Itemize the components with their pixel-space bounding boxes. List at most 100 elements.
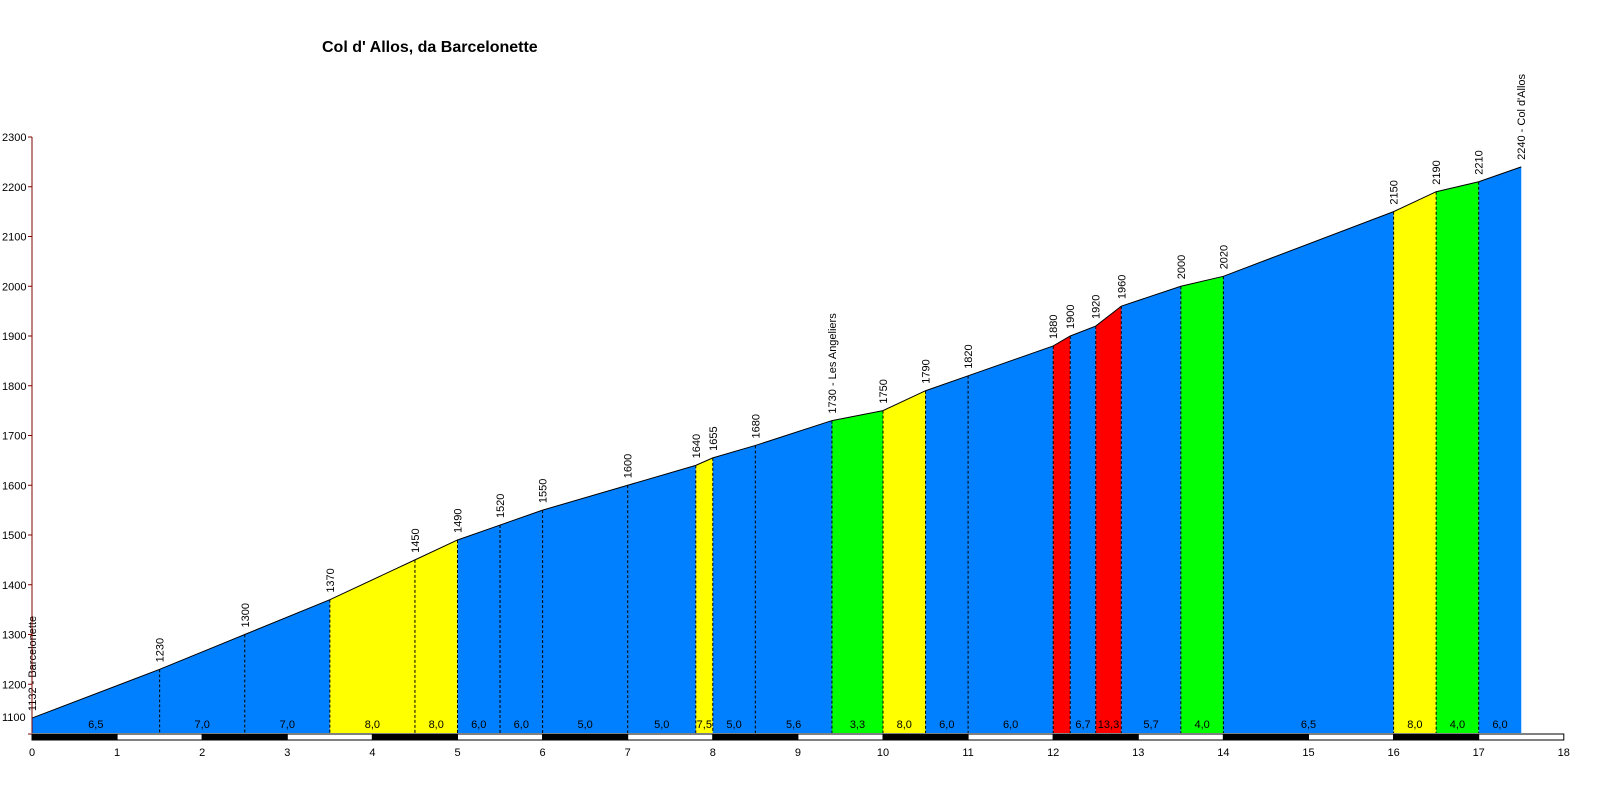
km-scale-bar	[201, 733, 288, 741]
profile-segment	[32, 669, 160, 733]
gradient-label: 5,6	[786, 719, 801, 731]
x-tick-label: 2	[199, 747, 205, 759]
x-tick-label: 16	[1387, 747, 1399, 759]
x-tick-label: 14	[1217, 747, 1229, 759]
km-scale-bar	[1308, 733, 1395, 741]
profile-segment	[244, 599, 330, 733]
chart-title: Col d' Allos, da Barcelonette	[322, 39, 538, 56]
altitude-label: 1920	[1091, 295, 1103, 319]
x-tick-label: 5	[454, 747, 460, 759]
km-scale-bar	[1052, 733, 1139, 741]
km-scale-bar	[457, 733, 544, 741]
profile-segment	[712, 445, 756, 733]
altitude-label: 1750	[878, 379, 890, 403]
x-tick-label: 4	[369, 747, 375, 759]
km-scale-bar	[797, 733, 884, 741]
x-tick-label: 11	[962, 747, 973, 759]
y-tick-label: 1700	[2, 431, 26, 443]
profile-segment	[1223, 211, 1394, 733]
y-tick-label: 1800	[2, 381, 26, 393]
y-tick-label: 2200	[2, 182, 26, 194]
x-tick-label: 15	[1302, 747, 1314, 759]
km-scale-bar	[712, 733, 799, 741]
altitude-label: 2240 - Col d'Allos	[1516, 73, 1528, 159]
altitude-label: 2150	[1389, 180, 1401, 204]
y-tick-label: 1500	[2, 530, 26, 542]
x-tick-label: 10	[877, 747, 889, 759]
profile-segment	[968, 345, 1054, 733]
y-tick-label: 1400	[2, 580, 26, 592]
gradient-label: 7,0	[280, 719, 295, 731]
altitude-label: 2210	[1474, 150, 1486, 174]
x-tick-label: 9	[795, 747, 801, 759]
altitude-label: 1790	[921, 359, 933, 383]
altitude-label: 1490	[453, 508, 465, 532]
x-tick-label: 7	[625, 747, 631, 759]
gradient-label: 6,5	[88, 719, 103, 731]
profile-segment	[831, 410, 883, 733]
altitude-label: 2000	[1176, 255, 1188, 279]
altitude-label: 1300	[240, 603, 252, 627]
gradient-label: 6,0	[471, 719, 486, 731]
km-scale-bar	[286, 733, 373, 741]
y-tick-label: 1100	[2, 712, 26, 724]
altitude-label: 2020	[1218, 245, 1230, 269]
km-scale-bar	[1393, 733, 1480, 741]
x-tick-label: 1	[114, 747, 120, 759]
profile-segment	[1478, 166, 1522, 734]
gradient-label: 6,0	[1003, 719, 1018, 731]
km-scale-bar	[1478, 733, 1565, 741]
profile-segment	[1053, 336, 1071, 733]
profile-segment	[755, 420, 832, 733]
y-tick-label: 1200	[2, 679, 26, 691]
gradient-label: 5,0	[654, 719, 669, 731]
gradient-label: 7,0	[195, 719, 210, 731]
y-tick-label: 2300	[2, 132, 26, 144]
gradient-label: 3,3	[850, 719, 865, 731]
gradient-label: 6,0	[514, 719, 529, 731]
profile-segment	[695, 457, 713, 733]
profile-segment	[457, 525, 501, 733]
gradient-label: 8,0	[897, 719, 912, 731]
profile-segment	[329, 559, 415, 733]
profile-segment	[1180, 276, 1224, 733]
x-tick-label: 13	[1132, 747, 1144, 759]
altitude-label: 1655	[708, 426, 720, 450]
x-tick-label: 18	[1558, 747, 1570, 759]
gradient-label: 8,0	[1407, 719, 1422, 731]
y-tick-label: 2000	[2, 281, 26, 293]
altitude-label: 1450	[410, 528, 422, 552]
gradient-label: 5,7	[1143, 719, 1158, 731]
altitude-label: 1550	[538, 479, 550, 503]
altitude-label: 1880	[1048, 314, 1060, 338]
gradient-label: 4,0	[1450, 719, 1465, 731]
y-tick-label: 2100	[2, 232, 26, 244]
y-tick-label: 1300	[2, 630, 26, 642]
profile-segment	[627, 465, 696, 733]
profile-segment	[159, 634, 245, 733]
gradient-label: 8,0	[365, 719, 380, 731]
altitude-label: 1820	[963, 344, 975, 368]
profile-segment	[1393, 191, 1437, 734]
altitude-label: 1520	[495, 494, 507, 518]
gradient-label: 7,5	[697, 719, 712, 731]
altitude-label: 1900	[1065, 305, 1077, 329]
profile-segment	[542, 485, 628, 733]
altitude-label: 1730 - Les Angeliers	[827, 313, 839, 414]
x-tick-label: 12	[1047, 747, 1059, 759]
altitude-label: 1600	[623, 454, 635, 478]
km-scale-bar	[882, 733, 969, 741]
altitude-label: 1230	[155, 638, 167, 662]
km-scale-bar	[31, 733, 118, 741]
profile-segment	[414, 539, 458, 733]
gradient-label: 8,0	[429, 719, 444, 731]
profile-segment	[1121, 286, 1181, 733]
x-tick-label: 3	[284, 747, 290, 759]
y-tick-label: 1900	[2, 331, 26, 343]
gradient-label: 6,0	[939, 719, 954, 731]
km-scale-bar	[967, 733, 1054, 741]
gradient-label: 6,0	[1492, 719, 1507, 731]
km-scale-bar	[116, 733, 203, 741]
